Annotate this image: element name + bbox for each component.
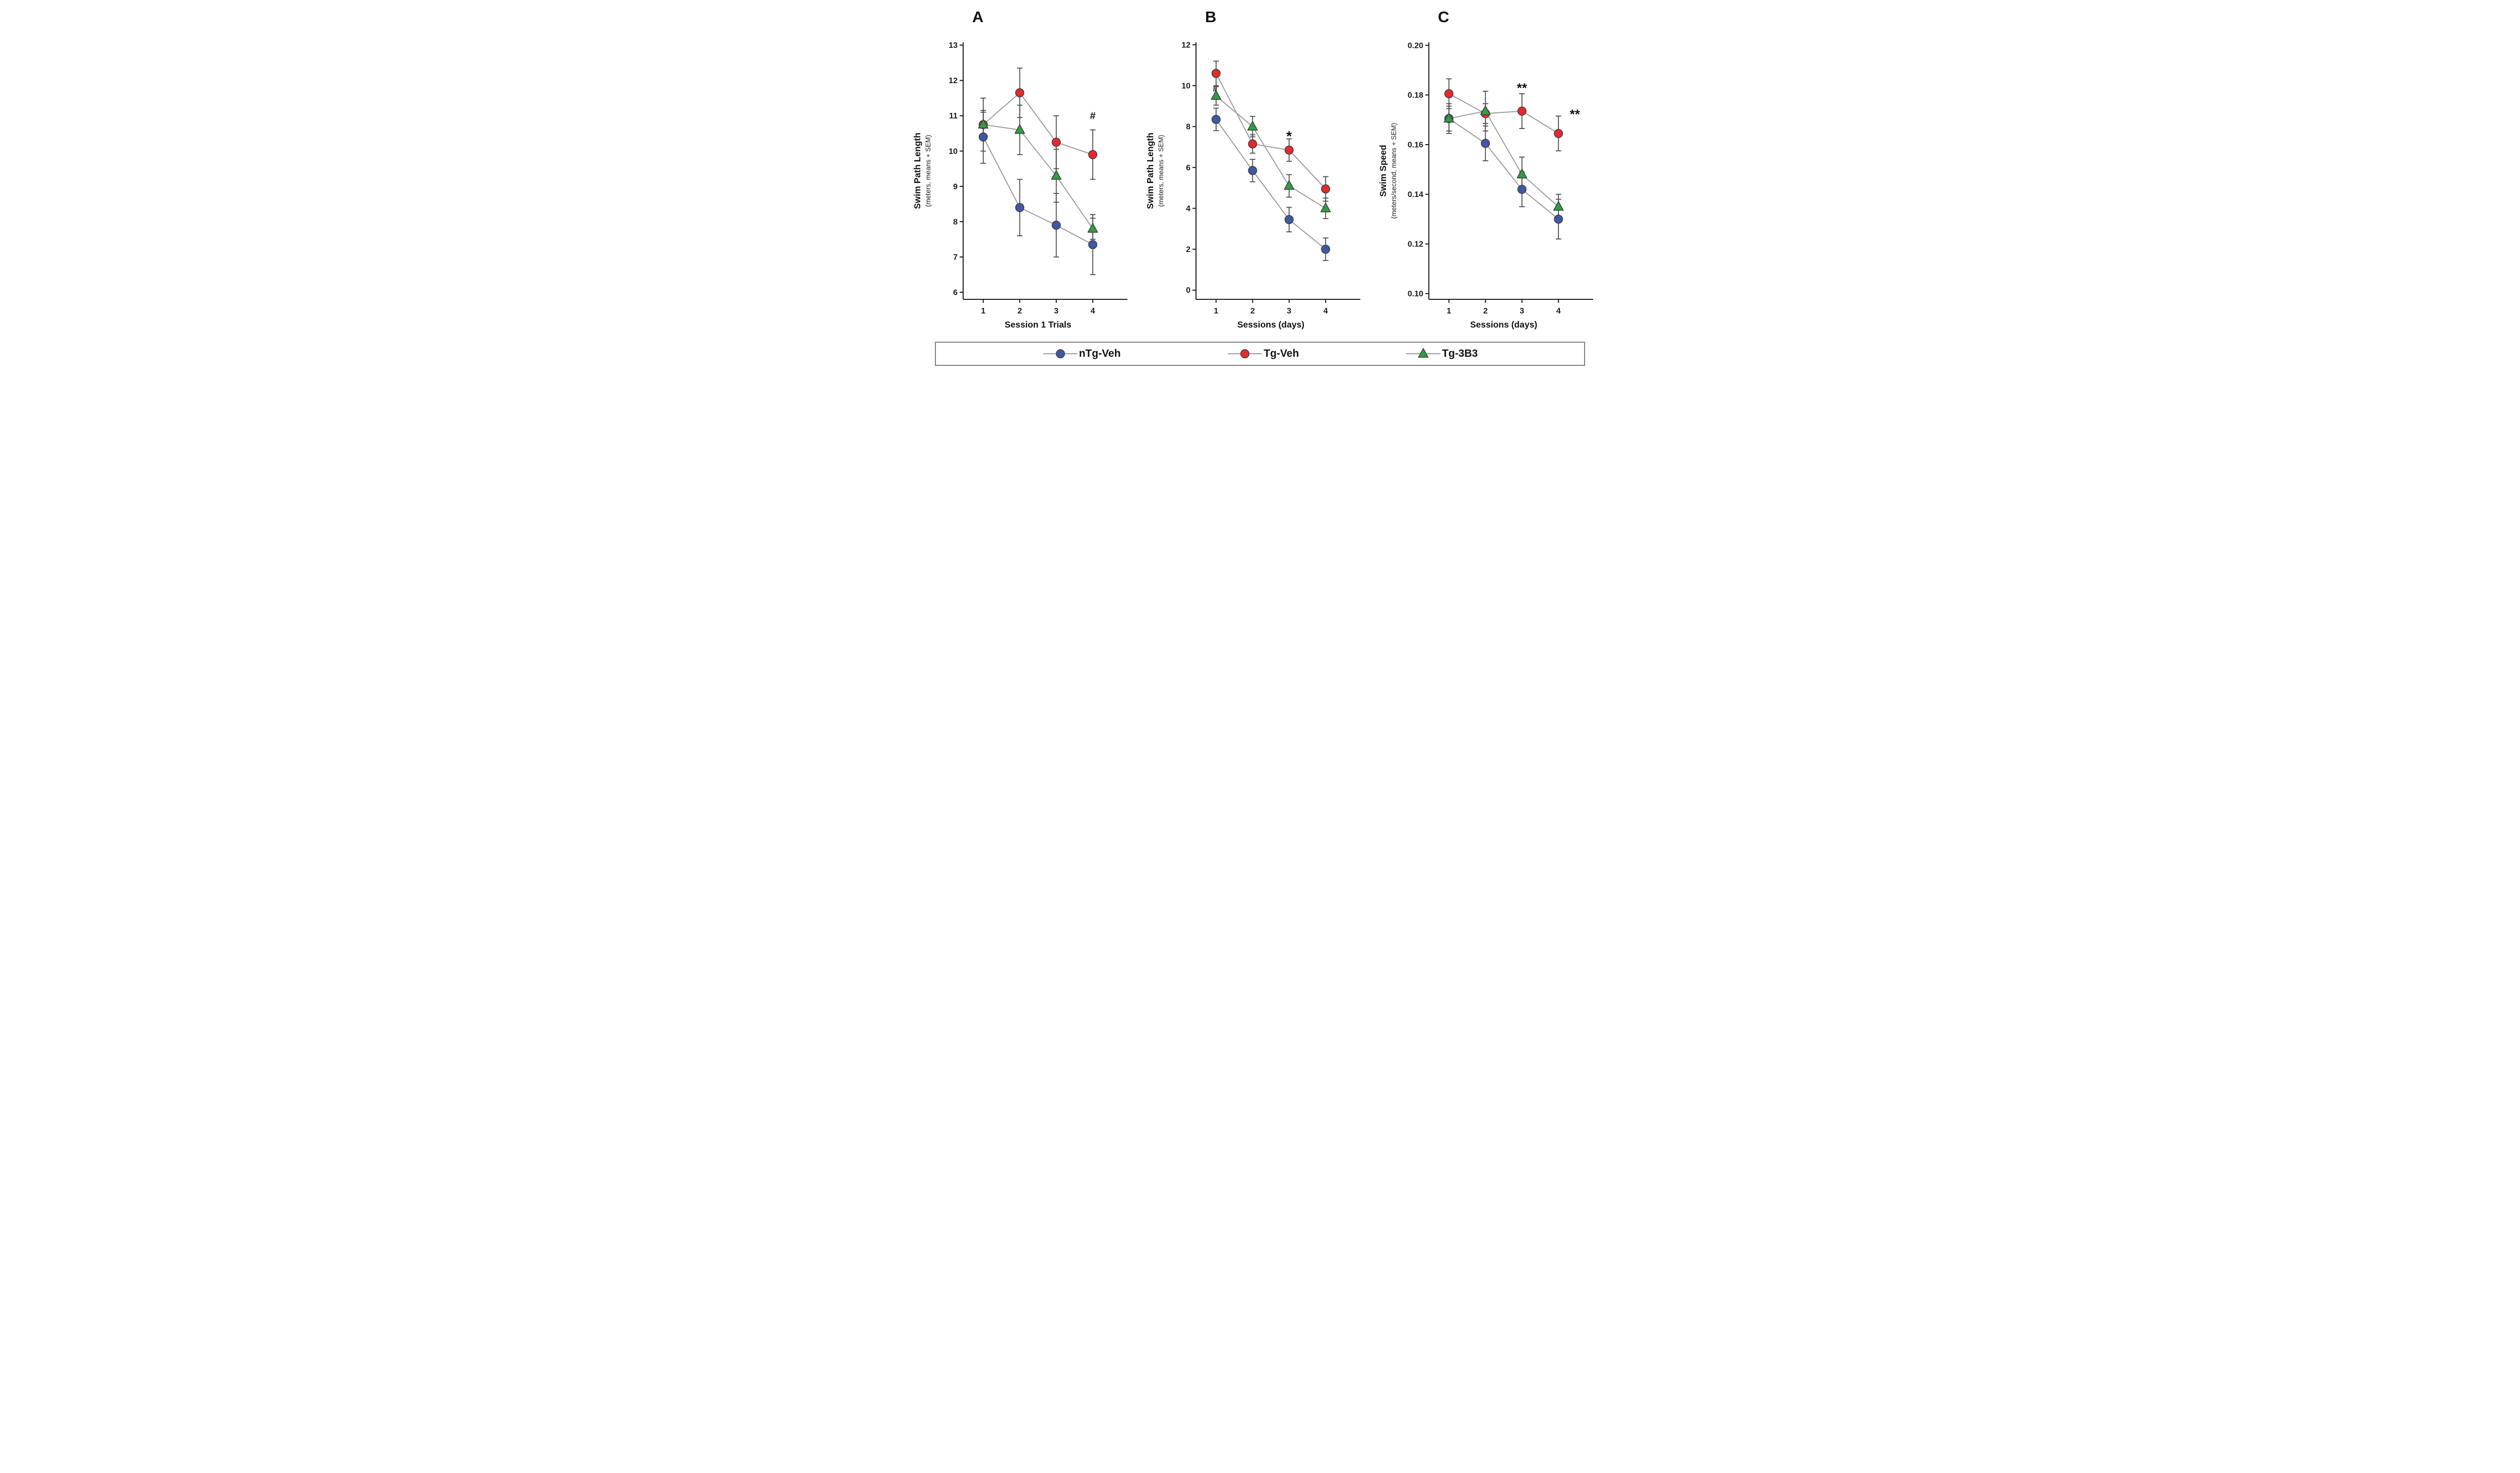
y-tick-label: 0.20 (1408, 41, 1423, 50)
series-Tg-3B3 (978, 118, 1098, 233)
legend-item-tg-3b3: Tg-3B3 (1405, 347, 1478, 360)
x-tick-label: 1 (1446, 307, 1451, 315)
y-tick-label: 13 (949, 41, 958, 50)
significance-annotation: # (1090, 111, 1096, 122)
x-tick-label: 2 (1018, 307, 1022, 315)
legend-box: nTg-Veh Tg-Veh Tg-3B3 (935, 342, 1585, 366)
x-tick-label: 1 (981, 307, 985, 315)
panel-b: B 0 2 4 6 8 10 12 1 2 3 4 Sessions (days) Swim Path … (1144, 8, 1376, 336)
x-tick-label: 3 (1520, 307, 1524, 315)
series-lines (1448, 93, 1559, 220)
x-tick-label: 1 (1214, 307, 1218, 315)
y-tick-label: 0.12 (1408, 240, 1423, 249)
panel-c-chart: 0.10 0.12 0.14 0.16 0.18 0.20 1 2 3 4 Sessions (da… (1376, 27, 1609, 336)
y-tick-label: 12 (949, 77, 958, 85)
legend-label-tg-veh: Tg-Veh (1264, 348, 1299, 359)
series-Tg-Veh (1211, 69, 1331, 194)
significance-annotation: # (1213, 85, 1217, 94)
x-tick-label: 4 (1324, 307, 1328, 315)
series-lines (1215, 73, 1326, 250)
figure-page: A 6 7 8 9 10 11 12 13 1 2 3 4 Session 1 Trials Swim P… (902, 0, 1618, 376)
error-bars (1446, 78, 1561, 240)
y-tick-label: 6 (1186, 164, 1190, 172)
y-tick-label: 8 (953, 218, 958, 226)
significance-annotation: ** (1517, 81, 1528, 96)
y-axis-title: Swim Path Length (912, 133, 922, 209)
x-tick-label: 2 (1483, 307, 1488, 315)
y-tick-label: 10 (949, 147, 958, 156)
x-axis-title: Session 1 Trials (1004, 319, 1072, 330)
x-axis-title: Sessions (days) (1470, 319, 1537, 330)
legend-wrap: nTg-Veh Tg-Veh Tg-3B3 (902, 342, 1618, 366)
significance-annotation: ** (1570, 106, 1581, 121)
y-axis-subtitle: (meters/second, means + SEM) (1390, 123, 1398, 219)
y-axis-subtitle: (meters, means + SEM) (924, 135, 932, 207)
y-tick-label: 0 (1186, 286, 1190, 295)
x-tick-label: 4 (1091, 307, 1095, 315)
legend-label-tg-3b3: Tg-3B3 (1442, 348, 1478, 359)
significance-annotation: * (1286, 129, 1292, 144)
legend-marker-red-circle-icon (1227, 347, 1263, 360)
y-tick-label: 0.14 (1408, 190, 1423, 199)
series-lines (982, 92, 1094, 245)
y-tick-label: 0.18 (1408, 91, 1423, 100)
series-Tg-3B3 (1443, 105, 1564, 211)
x-tick-label: 3 (1287, 307, 1291, 315)
y-tick-label: 10 (1181, 82, 1190, 91)
panel-c-label: C (1438, 8, 1450, 26)
legend-item-ntg-veh: nTg-Veh (1042, 347, 1121, 360)
series-nTg-Veh (1444, 114, 1563, 224)
x-tick-label: 4 (1556, 307, 1561, 315)
y-tick-label: 4 (1186, 205, 1190, 213)
legend-item-tg-veh: Tg-Veh (1227, 347, 1299, 360)
y-tick-label: 0.16 (1408, 141, 1423, 150)
y-tick-label: 0.10 (1408, 290, 1423, 298)
series-Tg-Veh (978, 88, 1098, 159)
legend-sample-triangle (1406, 348, 1441, 358)
legend-sample-circle (1043, 349, 1078, 358)
axes: 0.10 0.12 0.14 0.16 0.18 0.20 1 2 3 4 (1408, 41, 1593, 315)
panel-b-label: B (1205, 8, 1217, 26)
y-axis-title: Swim Speed (1378, 145, 1388, 197)
error-bars (1213, 60, 1329, 261)
y-tick-label: 7 (953, 253, 958, 262)
panel-c: C 0.10 0.12 0.14 0.16 0.18 0.20 1 2 3 4 Sessions (… (1376, 8, 1609, 336)
y-tick-label: 9 (953, 182, 958, 191)
y-axis-subtitle: (meters, means + SEM) (1157, 135, 1165, 207)
legend-sample-circle (1228, 349, 1263, 358)
x-tick-label: 2 (1250, 307, 1255, 315)
x-tick-label: 3 (1054, 307, 1058, 315)
y-axis-title: Swim Path Length (1145, 133, 1155, 209)
legend-label-ntg-veh: nTg-Veh (1079, 348, 1121, 359)
y-tick-label: 2 (1186, 245, 1190, 254)
panels-row: A 6 7 8 9 10 11 12 13 1 2 3 4 Session 1 Trials Swim P… (902, 8, 1618, 336)
error-bars (980, 68, 1096, 275)
series-nTg-Veh (978, 132, 1098, 249)
series-Tg-3B3 (1211, 90, 1331, 213)
panel-a-chart: 6 7 8 9 10 11 12 13 1 2 3 4 Session 1 Trials Swim Pat… (911, 27, 1144, 336)
series-Tg-Veh (1444, 89, 1563, 138)
y-tick-label: 12 (1181, 41, 1190, 49)
legend-marker-blue-circle-icon (1042, 347, 1079, 360)
panel-b-chart: 0 2 4 6 8 10 12 1 2 3 4 Sessions (days) Swim Path Le… (1144, 27, 1376, 336)
panel-a-label: A (972, 8, 984, 26)
x-axis-title: Sessions (days) (1237, 319, 1304, 330)
chart-svg-C: 0.10 0.12 0.14 0.16 0.18 0.20 1 2 3 4 Sessions (da… (1378, 41, 1593, 330)
series-nTg-Veh (1211, 114, 1331, 254)
panel-a: A 6 7 8 9 10 11 12 13 1 2 3 4 Session 1 Trials Swim P… (911, 8, 1144, 336)
y-tick-label: 8 (1186, 123, 1190, 132)
y-tick-label: 11 (949, 112, 958, 120)
y-tick-label: 6 (953, 288, 958, 297)
legend-marker-green-triangle-icon (1405, 347, 1441, 360)
